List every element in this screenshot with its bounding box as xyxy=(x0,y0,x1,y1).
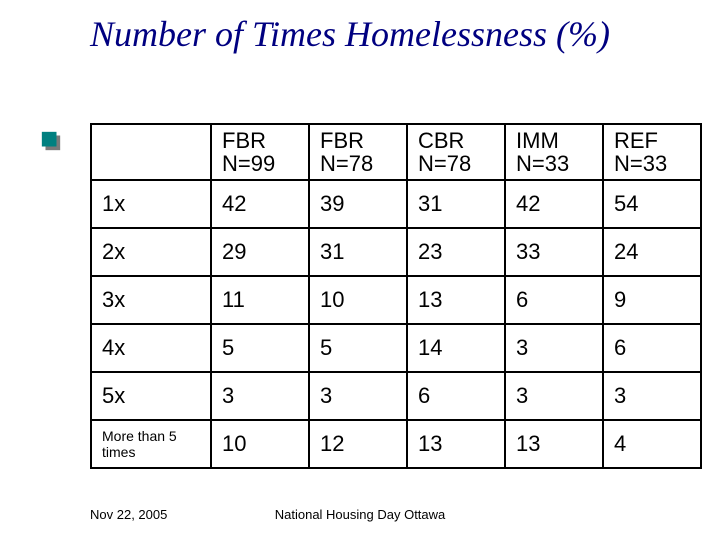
row-label: 3x xyxy=(91,276,211,324)
bullet-icon xyxy=(40,130,62,152)
col-header: IMM N=33 xyxy=(505,124,603,180)
row-label: More than 5 times xyxy=(91,420,211,468)
cell: 5 xyxy=(309,324,407,372)
row-label: 4x xyxy=(91,324,211,372)
cell: 11 xyxy=(211,276,309,324)
cell: 3 xyxy=(309,372,407,420)
cell: 6 xyxy=(603,324,701,372)
cell: 31 xyxy=(309,228,407,276)
cell: 13 xyxy=(407,420,505,468)
col-header: REF N=33 xyxy=(603,124,701,180)
cell: 54 xyxy=(603,180,701,228)
cell: 10 xyxy=(211,420,309,468)
col-line1: FBR xyxy=(320,128,364,153)
table-header-row: FBR N=99 FBR N=78 CBR N=78 IMM N=33 REF … xyxy=(91,124,701,180)
cell: 42 xyxy=(505,180,603,228)
footer-center: National Housing Day Ottawa xyxy=(0,507,720,522)
cell: 33 xyxy=(505,228,603,276)
cell: 4 xyxy=(603,420,701,468)
col-line2: N=33 xyxy=(516,151,569,176)
col-line1: FBR xyxy=(222,128,266,153)
cell: 3 xyxy=(505,324,603,372)
cell: 10 xyxy=(309,276,407,324)
col-line1: CBR xyxy=(418,128,464,153)
col-header: FBR N=78 xyxy=(309,124,407,180)
col-line2: N=99 xyxy=(222,151,275,176)
row-label: 5x xyxy=(91,372,211,420)
col-line1: IMM xyxy=(516,128,559,153)
cell: 24 xyxy=(603,228,701,276)
row-label: 1x xyxy=(91,180,211,228)
table-corner xyxy=(91,124,211,180)
row-label: 2x xyxy=(91,228,211,276)
col-header: FBR N=99 xyxy=(211,124,309,180)
cell: 13 xyxy=(407,276,505,324)
table-row: 3x 11 10 13 6 9 xyxy=(91,276,701,324)
cell: 12 xyxy=(309,420,407,468)
slide-title: Number of Times Homelessness (%) xyxy=(90,14,690,55)
table-row: More than 5 times 10 12 13 13 4 xyxy=(91,420,701,468)
bullet-square xyxy=(42,132,57,147)
cell: 39 xyxy=(309,180,407,228)
cell: 42 xyxy=(211,180,309,228)
table-row: 2x 29 31 23 33 24 xyxy=(91,228,701,276)
cell: 6 xyxy=(505,276,603,324)
col-line2: N=78 xyxy=(418,151,471,176)
table-row: 5x 3 3 6 3 3 xyxy=(91,372,701,420)
col-line2: N=33 xyxy=(614,151,667,176)
cell: 31 xyxy=(407,180,505,228)
cell: 13 xyxy=(505,420,603,468)
cell: 9 xyxy=(603,276,701,324)
cell: 23 xyxy=(407,228,505,276)
cell: 3 xyxy=(211,372,309,420)
cell: 6 xyxy=(407,372,505,420)
cell: 14 xyxy=(407,324,505,372)
table-row: 4x 5 5 14 3 6 xyxy=(91,324,701,372)
cell: 29 xyxy=(211,228,309,276)
cell: 5 xyxy=(211,324,309,372)
col-header: CBR N=78 xyxy=(407,124,505,180)
slide: Number of Times Homelessness (%) FBR N=9… xyxy=(0,0,720,540)
table-row: 1x 42 39 31 42 54 xyxy=(91,180,701,228)
cell: 3 xyxy=(603,372,701,420)
cell: 3 xyxy=(505,372,603,420)
col-line1: REF xyxy=(614,128,658,153)
data-table: FBR N=99 FBR N=78 CBR N=78 IMM N=33 REF … xyxy=(90,123,702,469)
col-line2: N=78 xyxy=(320,151,373,176)
